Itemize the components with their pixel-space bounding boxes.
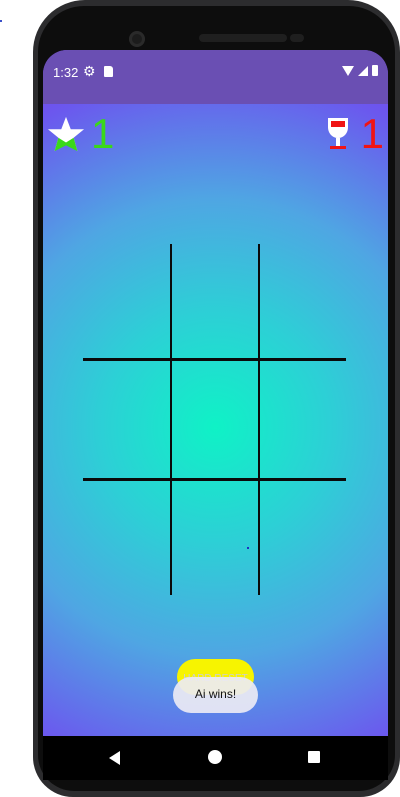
touch-indicator [247, 547, 249, 549]
star-icon [47, 116, 85, 152]
navigation-bar [43, 736, 388, 780]
ai-score: 1 [360, 110, 384, 157]
status-icons [342, 65, 378, 76]
signal-icon [358, 65, 368, 76]
home-icon[interactable] [208, 750, 222, 764]
sensor [290, 34, 304, 42]
grid-line-vertical-1 [170, 244, 172, 595]
battery-icon [372, 65, 378, 76]
stray-dot [0, 20, 2, 22]
trophy-icon [327, 118, 348, 149]
player-score: 1 [91, 110, 115, 157]
grid-line-horizontal-1 [83, 358, 346, 361]
back-icon[interactable] [109, 751, 120, 765]
speaker-grille [199, 34, 287, 42]
status-time: 1:32 [53, 65, 79, 80]
player-score-panel: 1 [47, 112, 114, 156]
ai-score-panel: 1 [325, 112, 384, 156]
toast-message: Ai wins! [173, 677, 258, 713]
recent-apps-icon[interactable] [308, 751, 320, 763]
status-bar: 1:32 ⚙ [43, 50, 388, 104]
wifi-icon [342, 65, 354, 76]
gear-icon: ⚙ [83, 63, 96, 79]
grid-line-horizontal-2 [83, 478, 346, 481]
camera-icon [129, 31, 145, 47]
app-screen: 1:32 ⚙ 1 1 HARD RESET Ai wins! [43, 50, 388, 736]
grid-line-vertical-2 [258, 244, 260, 595]
sd-card-icon [104, 66, 113, 77]
